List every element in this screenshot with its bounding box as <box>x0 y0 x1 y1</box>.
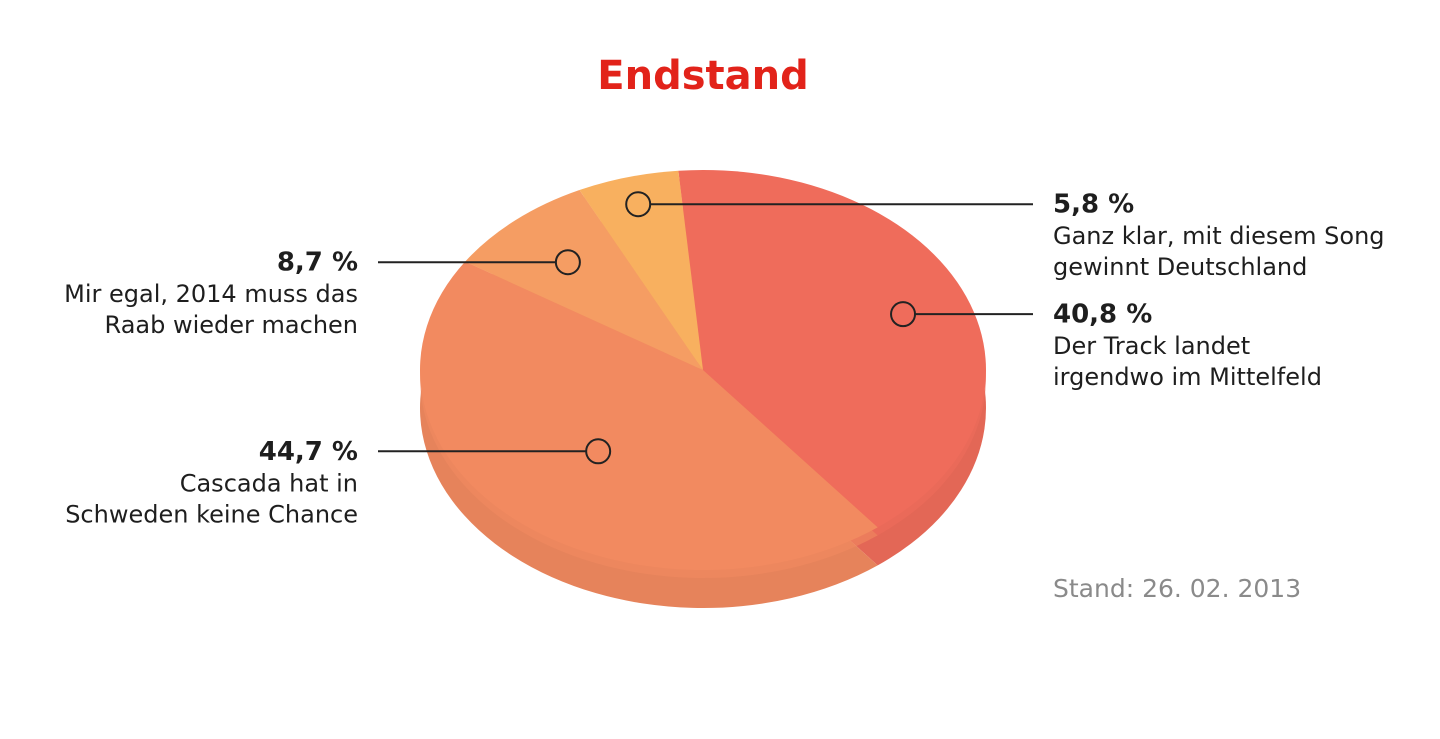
value-label: 8,7 % <box>277 248 358 278</box>
category-label: Mir egal, 2014 muss das <box>64 280 358 308</box>
value-label: 40,8 % <box>1053 300 1152 330</box>
note: Stand: 26. 02. 2013 <box>1053 574 1301 603</box>
marker <box>585 438 612 465</box>
pie-slice <box>678 170 987 528</box>
category-label: Schweden keine Chance <box>65 500 358 528</box>
marker <box>890 301 917 328</box>
value-label: 44,7 % <box>259 437 358 467</box>
marker <box>625 191 652 218</box>
pie-slice <box>420 261 878 570</box>
category-label: irgendwo im Mittelfeld <box>1053 363 1322 391</box>
pie-slice <box>579 170 703 370</box>
value-label: 5,8 % <box>1053 190 1134 220</box>
category-label: Ganz klar, mit diesem Song <box>1053 222 1385 250</box>
category-label: Raab wieder machen <box>105 311 358 339</box>
category-label: Cascada hat in <box>180 469 358 497</box>
marker <box>554 249 581 276</box>
category-label: Der Track landet <box>1053 332 1250 360</box>
chart-title: Endstand <box>597 53 808 99</box>
pie-slice <box>465 190 703 370</box>
category-label: gewinnt Deutschland <box>1053 253 1307 281</box>
